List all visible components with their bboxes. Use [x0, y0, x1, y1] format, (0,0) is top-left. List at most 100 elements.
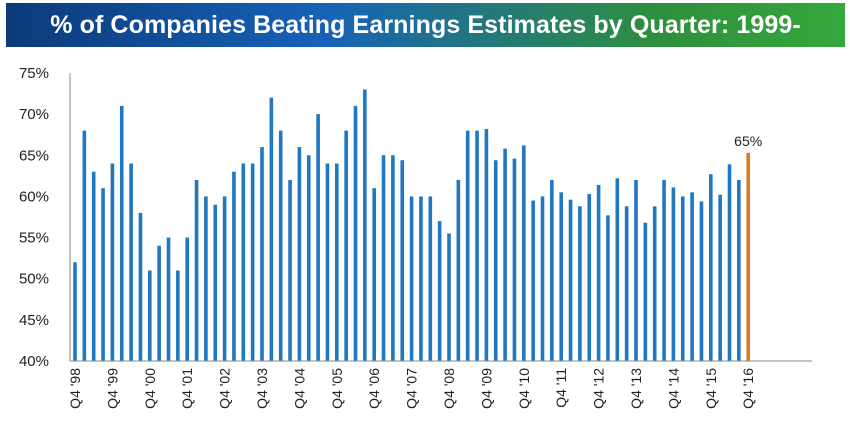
- bar: [110, 163, 115, 361]
- y-tick-label: 65%: [19, 147, 49, 164]
- bar: [306, 155, 311, 361]
- bar: [550, 179, 554, 361]
- bar: [493, 160, 498, 361]
- bar: [250, 163, 255, 361]
- x-tick-label: Q4 '09: [478, 368, 494, 409]
- x-tick-label: Q4 '00: [142, 368, 158, 409]
- bars: [73, 89, 750, 362]
- x-tick-label: Q4 '03: [254, 368, 270, 409]
- bar: [447, 233, 451, 361]
- bar: [428, 196, 433, 361]
- bar: [288, 179, 292, 361]
- bar: [213, 204, 218, 361]
- y-tick-label: 75%: [19, 65, 49, 82]
- bar: [437, 221, 442, 361]
- bar: [325, 163, 330, 361]
- highlight-bar: [746, 152, 750, 361]
- bar: [297, 147, 302, 361]
- bar: [148, 270, 152, 361]
- y-tick-label: 45%: [19, 312, 49, 329]
- x-tick-label: Q4 '07: [404, 368, 420, 409]
- y-tick-label: 60%: [19, 188, 49, 205]
- bar: [596, 184, 601, 361]
- x-tick-label: Q4 '08: [441, 368, 457, 409]
- x-tick-label: Q4 '98: [67, 368, 83, 409]
- bar: [241, 163, 246, 361]
- bar: [316, 114, 320, 361]
- x-tick-label: Q4 '99: [104, 368, 120, 409]
- y-tick-label: 70%: [19, 106, 49, 123]
- bar: [353, 105, 358, 361]
- bar: [568, 199, 573, 361]
- bar: [624, 206, 629, 361]
- bar: [475, 130, 479, 361]
- x-tick-label: Q4 '02: [217, 368, 233, 409]
- bar: [176, 270, 180, 361]
- bar: [737, 179, 741, 361]
- bar: [166, 237, 171, 361]
- title-banner: % of Companies Beating Earnings Estimate…: [6, 3, 845, 83]
- bar: [531, 200, 535, 361]
- bar: [512, 158, 517, 361]
- x-axis: Q4 '98 Q4 '99 Q4 '00 Q4 '01 Q4 '02 Q4 '03 Q4 '…: [67, 360, 812, 409]
- chart-title: % of Companies Beating Earnings Estimate…: [50, 11, 801, 83]
- bar: [662, 179, 666, 361]
- bar: [344, 130, 348, 361]
- bar: [129, 163, 133, 361]
- bar: [91, 171, 96, 361]
- x-tick-label: Q4 '11: [553, 368, 569, 408]
- x-tick-label: Q4 '01: [179, 368, 195, 409]
- bar: [671, 187, 676, 361]
- y-tick-label: 40%: [19, 353, 49, 370]
- bar: [652, 206, 657, 361]
- y-tick-label: 55%: [19, 230, 49, 247]
- x-tick-label: Q4 '13: [628, 368, 644, 409]
- bar: [335, 163, 339, 361]
- bar: [419, 196, 423, 361]
- bar: [578, 206, 582, 361]
- x-tick-label: Q4 '15: [703, 368, 719, 409]
- bar: [690, 192, 694, 361]
- bar: [391, 155, 395, 361]
- bar: [101, 188, 105, 361]
- bar: [260, 147, 264, 361]
- bar: [606, 215, 610, 361]
- bar: [540, 196, 545, 361]
- bar: [82, 130, 87, 361]
- x-tick-label: Q4 '10: [516, 368, 532, 409]
- x-tick-label: Q4 '14: [665, 368, 681, 409]
- y-axis: 40% 45% 50% 55% 60% 65% 70% 75%: [19, 65, 71, 370]
- bar: [232, 171, 236, 361]
- bar: [456, 179, 461, 361]
- data-label: 65%: [734, 133, 762, 149]
- bar: [522, 145, 526, 361]
- bar: [138, 212, 143, 361]
- bar: [222, 196, 227, 361]
- bar: [372, 188, 376, 361]
- bar: [269, 97, 274, 361]
- x-tick-label: Q4 '04: [291, 368, 307, 409]
- bar: [727, 164, 732, 361]
- bar: [185, 237, 189, 361]
- bar: [699, 201, 704, 361]
- bar: [204, 196, 208, 361]
- bar: [718, 194, 722, 361]
- bar: [680, 196, 685, 361]
- bar: [587, 193, 592, 361]
- x-tick-label: Q4 '16: [740, 368, 756, 409]
- bar: [634, 179, 638, 361]
- bar: [615, 178, 620, 361]
- bar: [484, 128, 489, 361]
- bar: [73, 262, 77, 361]
- bar: [559, 192, 563, 361]
- data-labels: 65%: [734, 133, 762, 149]
- x-tick-label: Q4 '05: [329, 368, 345, 409]
- bar: [381, 155, 386, 361]
- x-tick-label: Q4 '12: [591, 368, 607, 409]
- bar: [709, 174, 713, 361]
- bar: [278, 130, 283, 361]
- bar: [465, 130, 470, 361]
- bar: [643, 222, 648, 361]
- bar: [409, 196, 414, 361]
